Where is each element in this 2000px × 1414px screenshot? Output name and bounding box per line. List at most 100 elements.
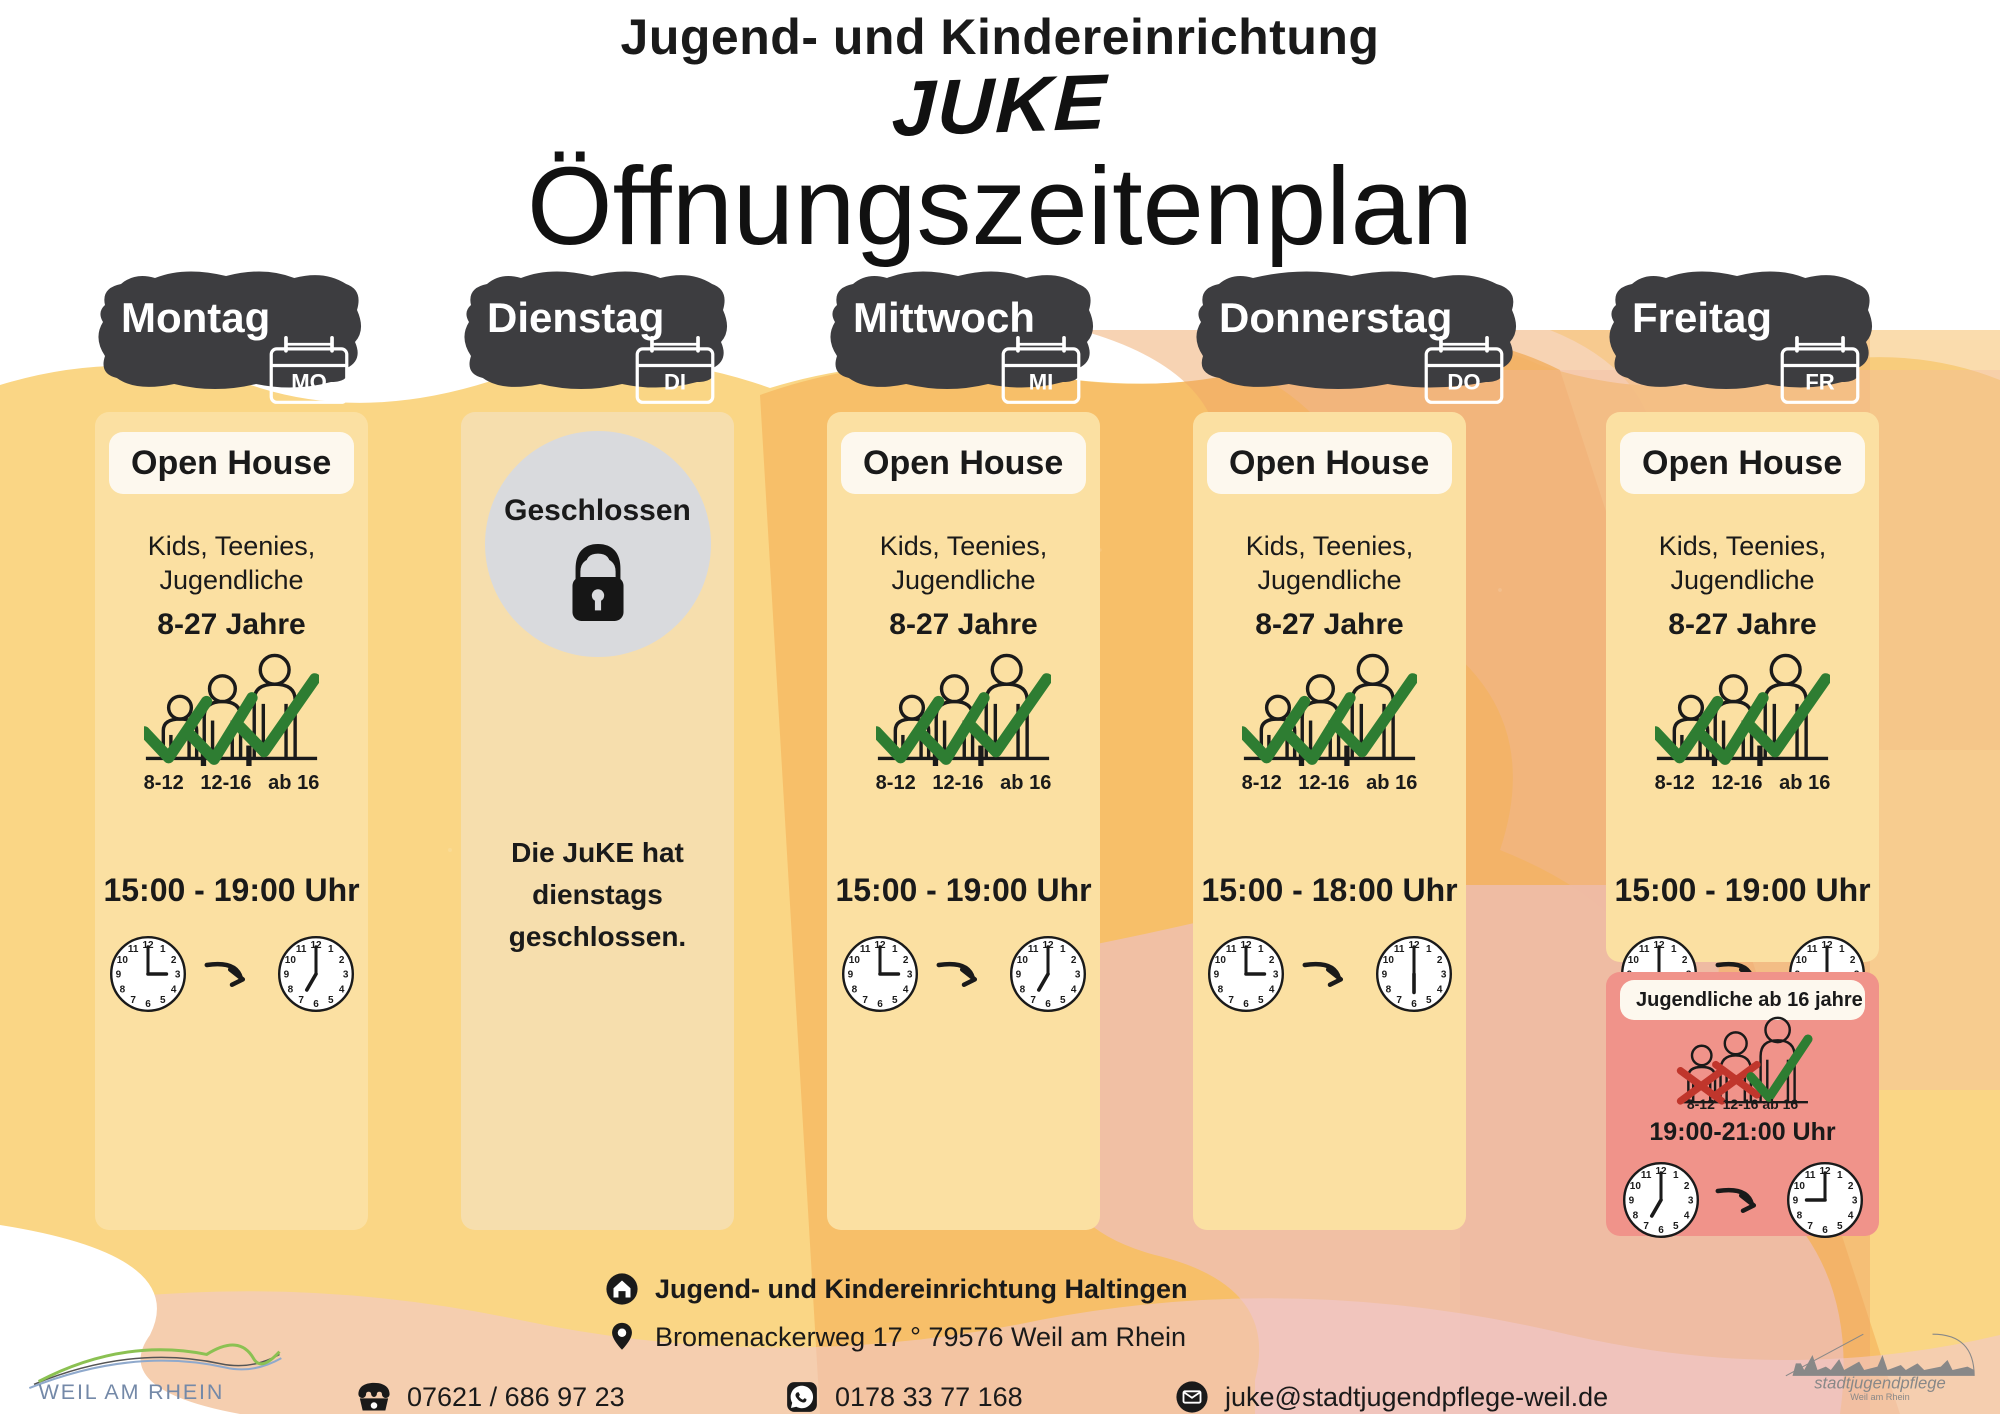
svg-text:6: 6 bbox=[1045, 999, 1051, 1010]
svg-text:6: 6 bbox=[1822, 1225, 1828, 1236]
svg-text:2: 2 bbox=[1849, 955, 1855, 966]
svg-text:11: 11 bbox=[859, 944, 870, 955]
svg-text:11: 11 bbox=[1638, 944, 1649, 955]
svg-text:3: 3 bbox=[1687, 1196, 1693, 1207]
svg-text:MO: MO bbox=[291, 369, 327, 394]
svg-text:4: 4 bbox=[1847, 1210, 1853, 1221]
svg-text:7: 7 bbox=[1228, 995, 1234, 1006]
svg-text:8: 8 bbox=[287, 984, 293, 995]
svg-text:8: 8 bbox=[1796, 1210, 1802, 1221]
svg-text:8: 8 bbox=[119, 984, 125, 995]
svg-text:3: 3 bbox=[1272, 970, 1278, 981]
svg-text:10: 10 bbox=[1214, 955, 1226, 966]
svg-text:3: 3 bbox=[1074, 970, 1080, 981]
svg-text:2: 2 bbox=[338, 955, 344, 966]
svg-text:1: 1 bbox=[1673, 1170, 1679, 1181]
svg-text:2: 2 bbox=[1683, 1181, 1689, 1192]
svg-text:9: 9 bbox=[1792, 1196, 1798, 1207]
svg-text:9: 9 bbox=[1628, 1196, 1634, 1207]
svg-text:2: 2 bbox=[1070, 955, 1076, 966]
svg-text:4: 4 bbox=[338, 984, 344, 995]
svg-text:11: 11 bbox=[1806, 944, 1817, 955]
svg-text:11: 11 bbox=[1393, 944, 1404, 955]
svg-text:DO: DO bbox=[1447, 369, 1480, 394]
svg-text:10: 10 bbox=[848, 955, 860, 966]
svg-text:7: 7 bbox=[1030, 995, 1036, 1006]
svg-text:4: 4 bbox=[902, 984, 908, 995]
svg-text:11: 11 bbox=[1027, 944, 1038, 955]
svg-text:3: 3 bbox=[1440, 970, 1446, 981]
svg-text:6: 6 bbox=[1411, 999, 1417, 1010]
svg-text:6: 6 bbox=[1658, 1225, 1664, 1236]
svg-text:5: 5 bbox=[1837, 1221, 1843, 1232]
svg-text:5: 5 bbox=[1673, 1221, 1679, 1232]
svg-text:5: 5 bbox=[1258, 995, 1264, 1006]
svg-text:11: 11 bbox=[1640, 1170, 1651, 1181]
svg-text:5: 5 bbox=[892, 995, 898, 1006]
svg-text:8: 8 bbox=[1019, 984, 1025, 995]
svg-text:10: 10 bbox=[284, 955, 296, 966]
svg-text:stadtjugendpflege: stadtjugendpflege bbox=[1814, 1373, 1946, 1392]
svg-text:4: 4 bbox=[1268, 984, 1274, 995]
svg-text:5: 5 bbox=[1426, 995, 1432, 1006]
svg-text:8: 8 bbox=[1217, 984, 1223, 995]
svg-text:10: 10 bbox=[1795, 955, 1807, 966]
svg-text:7: 7 bbox=[298, 995, 304, 1006]
svg-text:1: 1 bbox=[328, 944, 334, 955]
svg-text:2: 2 bbox=[902, 955, 908, 966]
svg-text:MI: MI bbox=[1029, 369, 1054, 394]
svg-text:3: 3 bbox=[906, 970, 912, 981]
svg-text:4: 4 bbox=[1436, 984, 1442, 995]
svg-text:11: 11 bbox=[1804, 1170, 1815, 1181]
svg-text:9: 9 bbox=[847, 970, 853, 981]
svg-text:9: 9 bbox=[283, 970, 289, 981]
svg-text:5: 5 bbox=[1060, 995, 1066, 1006]
svg-text:2: 2 bbox=[170, 955, 176, 966]
svg-text:10: 10 bbox=[1016, 955, 1028, 966]
svg-text:1: 1 bbox=[1837, 1170, 1843, 1181]
svg-text:11: 11 bbox=[127, 944, 138, 955]
svg-text:2: 2 bbox=[1268, 955, 1274, 966]
svg-text:4: 4 bbox=[170, 984, 176, 995]
svg-text:1: 1 bbox=[1839, 944, 1845, 955]
svg-text:2: 2 bbox=[1847, 1181, 1853, 1192]
svg-text:7: 7 bbox=[1807, 1221, 1813, 1232]
svg-text:10: 10 bbox=[1627, 955, 1639, 966]
svg-text:7: 7 bbox=[862, 995, 868, 1006]
svg-text:8: 8 bbox=[1632, 1210, 1638, 1221]
svg-text:7: 7 bbox=[130, 995, 136, 1006]
svg-text:1: 1 bbox=[1258, 944, 1264, 955]
svg-text:5: 5 bbox=[160, 995, 166, 1006]
svg-text:10: 10 bbox=[1382, 955, 1394, 966]
svg-text:8: 8 bbox=[851, 984, 857, 995]
svg-text:2: 2 bbox=[1681, 955, 1687, 966]
svg-text:1: 1 bbox=[1426, 944, 1432, 955]
svg-text:FR: FR bbox=[1805, 369, 1834, 394]
svg-text:2: 2 bbox=[1436, 955, 1442, 966]
svg-text:6: 6 bbox=[313, 999, 319, 1010]
svg-text:3: 3 bbox=[342, 970, 348, 981]
svg-text:9: 9 bbox=[1213, 970, 1219, 981]
svg-text:DI: DI bbox=[664, 369, 686, 394]
svg-text:3: 3 bbox=[1851, 1196, 1857, 1207]
svg-text:3: 3 bbox=[174, 970, 180, 981]
svg-text:8: 8 bbox=[1385, 984, 1391, 995]
svg-text:Weil am Rhein: Weil am Rhein bbox=[1850, 1392, 1909, 1402]
svg-text:4: 4 bbox=[1683, 1210, 1689, 1221]
svg-text:1: 1 bbox=[1671, 944, 1677, 955]
svg-text:5: 5 bbox=[328, 995, 334, 1006]
svg-text:10: 10 bbox=[1793, 1181, 1805, 1192]
svg-text:11: 11 bbox=[1225, 944, 1236, 955]
svg-text:6: 6 bbox=[877, 999, 883, 1010]
svg-text:7: 7 bbox=[1396, 995, 1402, 1006]
svg-text:7: 7 bbox=[1643, 1221, 1649, 1232]
svg-text:1: 1 bbox=[892, 944, 898, 955]
svg-text:10: 10 bbox=[1629, 1181, 1641, 1192]
svg-text:9: 9 bbox=[1381, 970, 1387, 981]
svg-text:WEIL AM RHEIN: WEIL AM RHEIN bbox=[39, 1380, 225, 1404]
svg-text:6: 6 bbox=[1243, 999, 1249, 1010]
svg-text:9: 9 bbox=[115, 970, 121, 981]
svg-text:9: 9 bbox=[1015, 970, 1021, 981]
svg-text:11: 11 bbox=[295, 944, 306, 955]
svg-text:4: 4 bbox=[1070, 984, 1076, 995]
